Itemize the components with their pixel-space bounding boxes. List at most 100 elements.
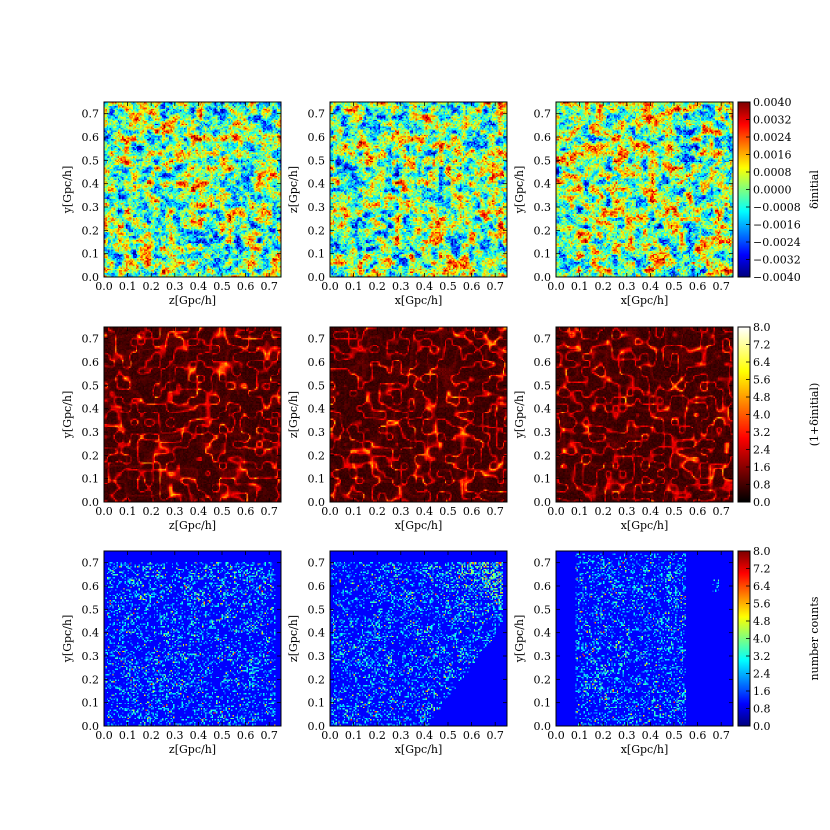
colorbar-tick-label: 8.0 xyxy=(753,321,771,334)
x-tick-label: 0.1 xyxy=(119,505,137,518)
x-tick-label: 0.1 xyxy=(119,280,137,293)
x-tick-label: 0.2 xyxy=(368,505,386,518)
y-tick-label: 0.3 xyxy=(308,650,326,663)
y-tick-label: 0.6 xyxy=(534,356,552,369)
x-tick-label: 0.6 xyxy=(237,280,255,293)
x-tick-label: 0.6 xyxy=(463,729,481,742)
colorbar-tick-label: 4.0 xyxy=(753,409,771,422)
y-tick-label: 0.4 xyxy=(534,403,552,416)
x-tick-label: 0.4 xyxy=(416,505,434,518)
x-tick-label: 0.4 xyxy=(642,505,660,518)
colorbar-tick-label: 2.4 xyxy=(753,668,771,681)
y-tick-label: 0.1 xyxy=(82,473,100,486)
heatmap-image xyxy=(556,551,733,726)
axes-frame xyxy=(103,326,282,503)
x-tick-label: 0.3 xyxy=(618,280,636,293)
colorbar-tick-label: 0.8 xyxy=(753,479,771,492)
panel-number_counts-0: 0.00.0 0.1 0.1 0.2 0.2 0.3 0.3 0.4 0.4 0.5 0.5 0.6 0… xyxy=(61,550,282,756)
colorbar-tick-label: 3.2 xyxy=(753,426,771,439)
axes-frame xyxy=(329,326,508,503)
colorbar-label: δinitial xyxy=(808,170,821,209)
axes-frame xyxy=(329,550,508,727)
colorbar-tick-label: 0.0016 xyxy=(753,149,792,162)
y-tick-label: 0.5 xyxy=(82,603,100,616)
x-axis-label: z[Gpc/h] xyxy=(169,294,216,307)
panel-one_plus_delta-1: 0.00.0 0.1 0.1 0.2 0.2 0.3 0.3 0.4 0.4 0.5 0.5 0.6 0… xyxy=(287,326,508,532)
x-tick-label: 0.6 xyxy=(463,280,481,293)
axes-frame xyxy=(329,101,508,278)
y-tick-label: 0.4 xyxy=(308,178,326,191)
x-tick-label: 0.2 xyxy=(368,729,386,742)
colorbar-tick-label: 2.4 xyxy=(753,444,771,457)
x-tick-label: 0.1 xyxy=(571,280,589,293)
x-tick-label: 0.2 xyxy=(142,280,160,293)
colorbar-tick-label: 0.0032 xyxy=(753,114,792,127)
colorbar-tick-label: 0.0 xyxy=(753,720,771,733)
y-tick-label: 0.7 xyxy=(82,333,100,346)
colorbar-tick-label: 5.6 xyxy=(753,598,771,611)
y-tick-label: 0.6 xyxy=(82,131,100,144)
x-tick-label: 0.5 xyxy=(213,280,231,293)
y-tick-label: 0.1 xyxy=(82,248,100,261)
x-tick-label: 0.5 xyxy=(213,729,231,742)
colorbar-tick-label: 7.2 xyxy=(753,339,771,352)
colorbar-tick-label: 0.8 xyxy=(753,703,771,716)
colorbar-tick-label: 0.0024 xyxy=(753,131,792,144)
panel-delta_initial-0: 0.00.0 0.1 0.1 0.2 0.2 0.3 0.3 0.4 0.4 0.5 0.5 0.6 0… xyxy=(61,101,282,307)
y-tick-label: 0.3 xyxy=(534,426,552,439)
x-tick-label: 0.5 xyxy=(665,729,683,742)
x-tick-label: 0.7 xyxy=(486,505,504,518)
y-tick-label: 0.4 xyxy=(308,403,326,416)
y-axis-label: z[Gpc/h] xyxy=(287,166,300,213)
x-tick-label: 0.6 xyxy=(689,729,707,742)
y-tick-label: 0.6 xyxy=(534,580,552,593)
colorbar-gradient xyxy=(738,102,750,277)
y-tick-label: 0.0 xyxy=(82,720,100,733)
x-tick-label: 0.3 xyxy=(392,505,410,518)
axes-frame xyxy=(555,326,734,503)
heatmap-image xyxy=(104,551,281,726)
x-tick-label: 0.3 xyxy=(392,729,410,742)
x-tick-label: 0.5 xyxy=(439,729,457,742)
colorbar-gradient xyxy=(738,327,750,502)
heatmap-image xyxy=(330,327,507,502)
colorbar-gradient xyxy=(738,551,750,726)
x-tick-label: 0.6 xyxy=(463,505,481,518)
colorbar-tick-label: 8.0 xyxy=(753,545,771,558)
x-tick-label: 0.0 xyxy=(321,280,339,293)
y-tick-label: 0.0 xyxy=(308,496,326,509)
colorbar-tick-label: −0.0040 xyxy=(753,271,801,284)
colorbar-tick-label: 1.6 xyxy=(753,685,771,698)
y-tick-label: 0.4 xyxy=(82,403,100,416)
y-axis-label: y[Gpc/h] xyxy=(61,391,74,440)
x-axis-label: x[Gpc/h] xyxy=(395,743,443,756)
x-tick-label: 0.3 xyxy=(618,729,636,742)
x-tick-label: 0.0 xyxy=(95,280,113,293)
y-tick-label: 0.5 xyxy=(534,603,552,616)
heatmap-image xyxy=(556,102,733,277)
colorbar-tick-label: 0.0008 xyxy=(753,166,792,179)
y-tick-label: 0.5 xyxy=(534,379,552,392)
x-tick-label: 0.5 xyxy=(213,505,231,518)
colorbar-label: number counts xyxy=(808,596,821,680)
y-tick-label: 0.0 xyxy=(308,720,326,733)
x-tick-label: 0.0 xyxy=(95,729,113,742)
x-axis-label: x[Gpc/h] xyxy=(395,294,443,307)
colorbar-tick-label: 0.0040 xyxy=(753,96,792,109)
axes-frame xyxy=(103,550,282,727)
y-tick-label: 0.1 xyxy=(534,473,552,486)
y-tick-label: 0.4 xyxy=(308,627,326,640)
heatmap-image xyxy=(556,327,733,502)
y-axis-label: y[Gpc/h] xyxy=(61,166,74,215)
x-tick-label: 0.2 xyxy=(368,280,386,293)
x-tick-label: 0.7 xyxy=(260,729,278,742)
colorbar-tick-label: 5.6 xyxy=(753,374,771,387)
y-tick-label: 0.3 xyxy=(308,201,326,214)
y-tick-label: 0.2 xyxy=(534,224,552,237)
colorbar-delta_initial: 0.0040 0.0032 0.0024 0.0016 0.0008 0.0000 −0.0… xyxy=(737,96,821,284)
axes-frame xyxy=(103,101,282,278)
x-tick-label: 0.4 xyxy=(416,280,434,293)
colorbar-tick-label: −0.0032 xyxy=(753,254,801,267)
y-tick-label: 0.1 xyxy=(534,248,552,261)
colorbar-label: (1+δinitial) xyxy=(808,383,821,447)
